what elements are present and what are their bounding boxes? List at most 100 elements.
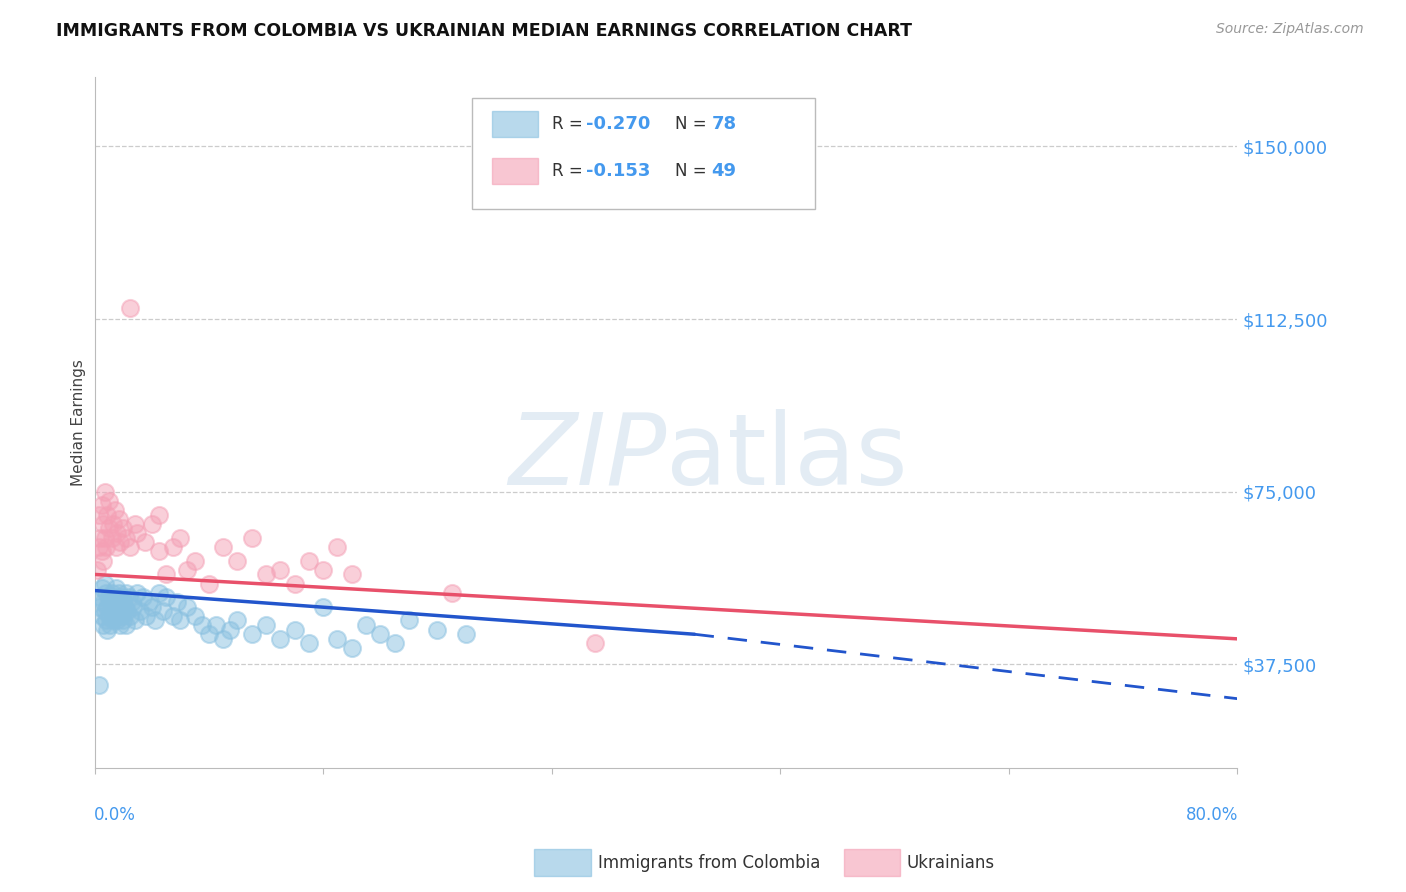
Point	[101, 516, 124, 531]
Point	[183, 608, 205, 623]
Text: -0.270: -0.270	[586, 115, 651, 133]
Point	[117, 604, 139, 618]
Text: 78: 78	[711, 115, 737, 133]
Point	[94, 540, 117, 554]
Point	[90, 581, 112, 595]
Text: N =: N =	[675, 161, 711, 179]
Text: 49: 49	[711, 161, 737, 179]
Text: Ukrainians: Ukrainians	[907, 854, 995, 871]
Point	[269, 563, 291, 577]
Point	[96, 623, 118, 637]
Point	[118, 591, 141, 605]
Point	[107, 526, 129, 541]
Point	[120, 301, 142, 315]
Point	[269, 632, 291, 646]
Point	[226, 554, 249, 568]
Point	[384, 636, 406, 650]
Point	[141, 599, 163, 614]
Point	[101, 599, 124, 614]
Point	[284, 623, 307, 637]
Point	[94, 586, 117, 600]
Point	[90, 544, 112, 558]
Point	[103, 503, 125, 517]
Text: IMMIGRANTS FROM COLOMBIA VS UKRAINIAN MEDIAN EARNINGS CORRELATION CHART: IMMIGRANTS FROM COLOMBIA VS UKRAINIAN ME…	[56, 22, 912, 40]
Point	[141, 516, 163, 531]
Point	[107, 614, 129, 628]
Point	[326, 632, 349, 646]
Point	[100, 604, 122, 618]
Point	[120, 608, 142, 623]
Text: N =: N =	[675, 115, 711, 133]
Point	[93, 576, 115, 591]
Point	[89, 531, 111, 545]
Point	[98, 618, 121, 632]
Point	[93, 531, 115, 545]
Point	[212, 540, 235, 554]
Text: 80.0%: 80.0%	[1187, 805, 1239, 823]
Point	[96, 599, 118, 614]
Point	[398, 614, 420, 628]
Point	[107, 595, 129, 609]
FancyBboxPatch shape	[492, 158, 538, 185]
Point	[162, 540, 184, 554]
Point	[212, 632, 235, 646]
Point	[93, 604, 115, 618]
Point	[122, 599, 145, 614]
Point	[97, 591, 120, 605]
Point	[127, 526, 149, 541]
Point	[583, 636, 606, 650]
Point	[132, 591, 155, 605]
Point	[121, 595, 143, 609]
Point	[354, 618, 377, 632]
Point	[135, 608, 157, 623]
Point	[127, 586, 149, 600]
Text: 0.0%: 0.0%	[93, 805, 135, 823]
Point	[368, 627, 391, 641]
Point	[169, 531, 191, 545]
Point	[426, 623, 449, 637]
Point	[129, 604, 152, 618]
Point	[90, 608, 112, 623]
Point	[254, 618, 277, 632]
Point	[240, 627, 263, 641]
Point	[105, 540, 128, 554]
Point	[340, 567, 363, 582]
Point	[111, 608, 134, 623]
FancyBboxPatch shape	[471, 98, 814, 209]
Point	[110, 604, 132, 618]
Point	[298, 554, 321, 568]
Point	[312, 599, 335, 614]
Point	[91, 595, 114, 609]
Point	[87, 678, 110, 692]
Point	[254, 567, 277, 582]
Text: atlas: atlas	[666, 409, 908, 506]
Point	[90, 499, 112, 513]
Point	[169, 614, 191, 628]
Point	[86, 563, 108, 577]
Point	[115, 586, 138, 600]
FancyBboxPatch shape	[492, 112, 538, 137]
Point	[124, 614, 146, 628]
Point	[152, 604, 174, 618]
Point	[111, 591, 134, 605]
Point	[110, 618, 132, 632]
Point	[326, 540, 349, 554]
Point	[340, 641, 363, 656]
Point	[97, 608, 120, 623]
Point	[162, 608, 184, 623]
Point	[103, 591, 125, 605]
Point	[312, 563, 335, 577]
Point	[226, 614, 249, 628]
Point	[108, 586, 131, 600]
Text: Immigrants from Colombia: Immigrants from Colombia	[598, 854, 820, 871]
Point	[190, 618, 212, 632]
Point	[115, 531, 138, 545]
Point	[112, 595, 135, 609]
Point	[97, 493, 120, 508]
Point	[219, 623, 242, 637]
Point	[114, 599, 136, 614]
Text: -0.153: -0.153	[586, 161, 651, 179]
Point	[155, 591, 177, 605]
Point	[105, 608, 128, 623]
Point	[115, 618, 138, 632]
